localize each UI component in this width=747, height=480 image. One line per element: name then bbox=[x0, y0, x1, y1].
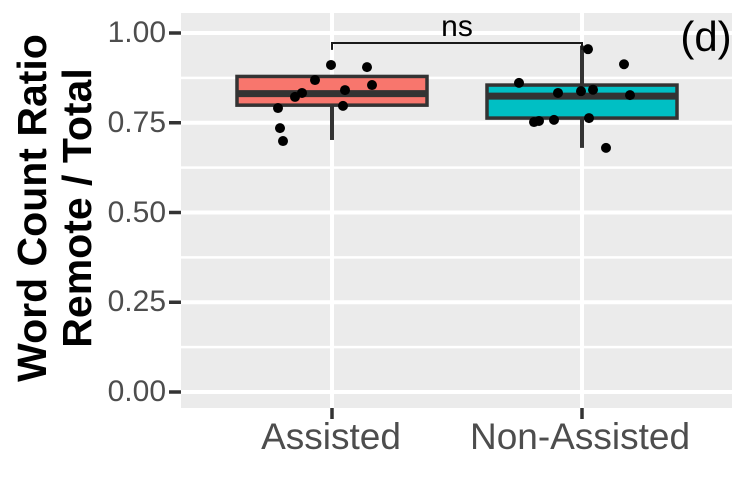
jitter-point-non-assisted bbox=[625, 90, 635, 101]
jitter-point-assisted bbox=[310, 75, 320, 86]
jitter-point-assisted bbox=[340, 85, 350, 96]
y-tick-label: 1.00 bbox=[107, 16, 166, 49]
jitter-point-assisted bbox=[275, 123, 285, 134]
panel-letter-tag: (d) bbox=[680, 13, 732, 60]
jitter-point-non-assisted bbox=[583, 44, 593, 55]
x-tick-label-assisted: Assisted bbox=[261, 416, 401, 457]
jitter-point-assisted bbox=[278, 136, 288, 147]
jitter-point-non-assisted bbox=[584, 113, 594, 124]
jitter-point-assisted bbox=[362, 62, 372, 73]
jitter-point-non-assisted bbox=[576, 86, 586, 97]
jitter-point-assisted bbox=[273, 103, 283, 114]
jitter-point-assisted bbox=[326, 59, 336, 70]
significance-label: ns bbox=[441, 10, 473, 43]
jitter-point-non-assisted bbox=[588, 84, 598, 95]
jitter-point-non-assisted bbox=[601, 142, 611, 153]
jitter-point-assisted bbox=[367, 80, 377, 91]
jitter-point-non-assisted bbox=[619, 59, 629, 70]
jitter-point-assisted bbox=[338, 100, 348, 111]
y-axis-title-line1: Word Count Ratio bbox=[9, 34, 55, 382]
y-tick-label: 0.50 bbox=[107, 195, 166, 229]
jitter-point-non-assisted bbox=[514, 77, 524, 88]
significance-bracket bbox=[331, 42, 583, 50]
jitter-point-non-assisted bbox=[549, 114, 559, 125]
x-tick-label-non-assisted: Non-Assisted bbox=[469, 416, 691, 457]
y-tick-label: 0.75 bbox=[107, 105, 166, 139]
jitter-point-assisted bbox=[290, 91, 300, 102]
jitter-point-non-assisted bbox=[553, 87, 563, 98]
y-tick-label: 0.25 bbox=[107, 285, 166, 319]
y-tick-label: 0.00 bbox=[107, 375, 166, 408]
jitter-point-non-assisted bbox=[534, 115, 544, 126]
